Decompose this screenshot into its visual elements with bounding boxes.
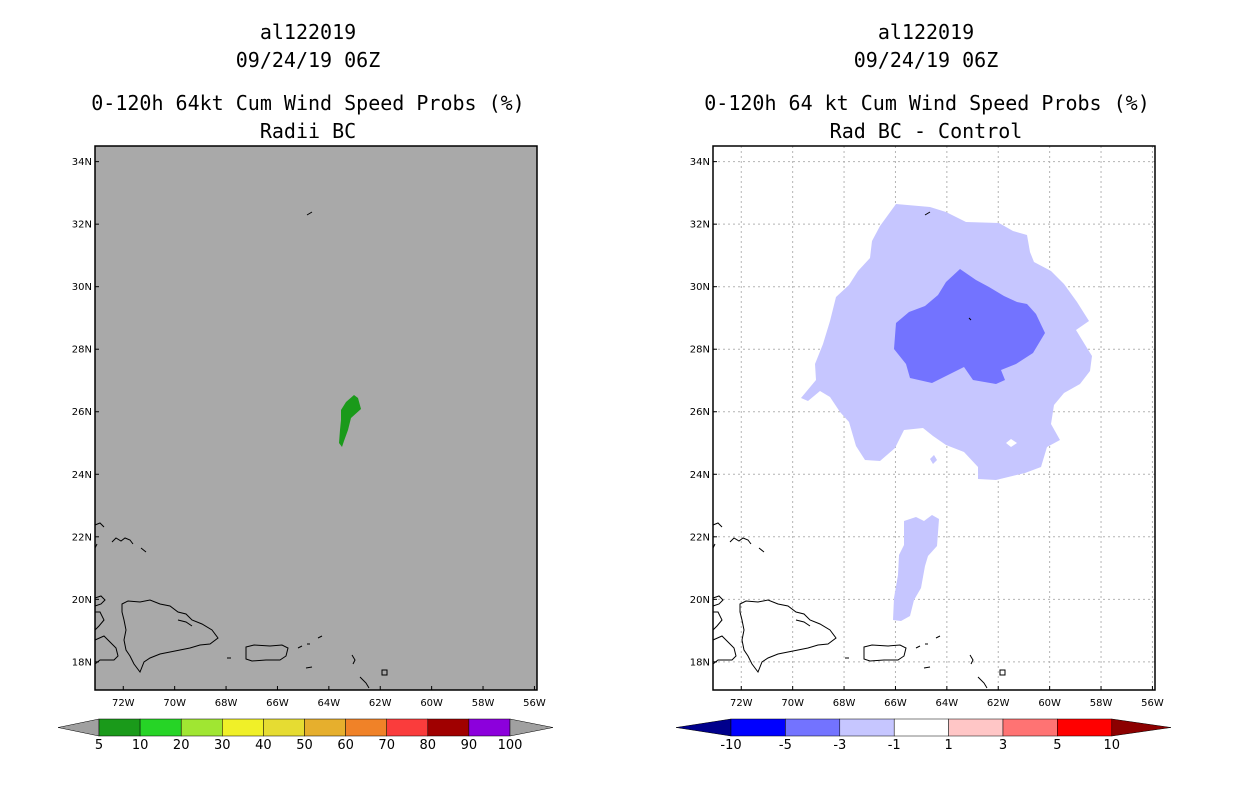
y-tick-label: 30N [690,282,710,293]
colorbar-over-triangle [1111,718,1172,737]
left-colorbar: 5 10 20 30 40 50 60 70 80 90 100 [57,718,554,753]
x-tick-label: 56W [1141,698,1164,709]
x-tick-label: 64W [318,698,341,709]
colorbar-label: 10 [1104,738,1121,753]
colorbar-label: 5 [95,738,103,753]
left-title-datetime: 09/24/19 06Z [235,48,381,72]
colorbar-label: 70 [378,738,395,753]
colorbar-swatch [98,718,141,737]
x-tick-label: 68W [833,698,856,709]
left-map: 72W 70W 68W 66W 64W 62W 60W 58W 56W 34N 32N 30N 28N 2… [72,145,546,709]
colorbar-label: 90 [461,738,478,753]
right-title-datetime: 09/24/19 06Z [853,48,999,72]
colorbar-label: -10 [720,738,741,753]
x-tick-label: 60W [420,698,443,709]
y-tick-label: 34N [72,157,92,168]
prob-area-5-10 [339,395,361,447]
right-title-product: 0-120h 64 kt Cum Wind Speed Probs (%) [704,91,1150,115]
x-tick-label: 68W [215,698,238,709]
left-coastlines [94,211,388,689]
right-map: 72W 70W 68W 66W 64W 62W 60W 58W 56W 34N 32N 30N 28N 2… [690,145,1164,709]
colorbar-label: 10 [132,738,149,753]
colorbar-swatch [222,718,264,737]
left-map-background [95,146,537,690]
x-tick-label: 62W [369,698,392,709]
x-tick-label: 58W [472,698,495,709]
colorbar-swatch [839,718,895,737]
x-tick-label: 58W [1090,698,1113,709]
y-tick-label: 20N [72,595,92,606]
colorbar-swatch [427,718,470,737]
y-tick-label: 18N [72,657,92,668]
colorbar-label: 40 [255,738,272,753]
colorbar-label: -3 [833,738,846,753]
y-tick-label: 24N [690,470,710,481]
y-tick-label: 30N [72,282,92,293]
x-tick-label: 70W [163,698,186,709]
right-colorbar: -10 -5 -3 -1 1 3 5 10 [675,718,1172,753]
colorbar-swatch [263,718,305,737]
colorbar-swatch [730,718,786,737]
diff-area-medium-blue [894,269,1045,384]
colorbar-swatch [180,718,223,737]
right-title-subtitle: Rad BC - Control [829,119,1023,143]
colorbar-label: -1 [888,738,901,753]
x-tick-label: 66W [266,698,289,709]
x-tick-label: 72W [112,698,135,709]
x-tick-label: 64W [936,698,959,709]
colorbar-label: 50 [296,738,313,753]
colorbar-label: 60 [337,738,354,753]
colorbar-swatch [785,718,841,737]
left-title-storm-id: al122019 [259,20,357,44]
left-title-product: 0-120h 64kt Cum Wind Speed Probs (%) [91,91,525,115]
y-tick-label: 28N [690,345,710,356]
y-tick-label: 32N [72,220,92,231]
y-tick-label: 24N [72,470,92,481]
colorbar-swatch [948,718,1004,737]
colorbar-label: 1 [944,738,952,753]
x-tick-label: 72W [730,698,753,709]
colorbar-swatch [1057,718,1113,737]
colorbar-swatch [468,718,511,737]
x-tick-label: 66W [884,698,907,709]
y-tick-label: 20N [690,595,710,606]
x-tick-label: 60W [1038,698,1061,709]
y-tick-label: 22N [690,532,710,543]
y-tick-label: 22N [72,532,92,543]
colorbar-label: 5 [1053,738,1061,753]
x-tick-label: 70W [781,698,804,709]
colorbar-swatch [304,718,346,737]
colorbar-swatch [345,718,387,737]
colorbar-swatch [893,718,949,737]
right-coastlines [712,211,1006,689]
colorbar-label: 80 [420,738,437,753]
y-tick-label: 34N [690,157,710,168]
y-tick-label: 26N [690,407,710,418]
x-tick-label: 56W [523,698,546,709]
x-tick-label: 62W [987,698,1010,709]
colorbar-label: -5 [779,738,792,753]
colorbar-label: 30 [214,738,231,753]
y-tick-label: 26N [72,407,92,418]
colorbar-swatch [386,718,429,737]
colorbar-label: 100 [498,738,523,753]
colorbar-under-triangle [675,718,732,737]
left-title-subtitle: Radii BC [259,119,357,143]
diff-area-southern-band [893,515,939,621]
colorbar-under-triangle [57,718,100,737]
right-title-storm-id: al122019 [877,20,975,44]
colorbar-label: 20 [173,738,190,753]
y-tick-label: 28N [72,345,92,356]
colorbar-swatch [139,718,182,737]
colorbar-swatch [1002,718,1058,737]
y-tick-label: 18N [690,657,710,668]
colorbar-over-triangle [509,718,554,737]
y-tick-label: 32N [690,220,710,231]
colorbar-label: 3 [999,738,1007,753]
